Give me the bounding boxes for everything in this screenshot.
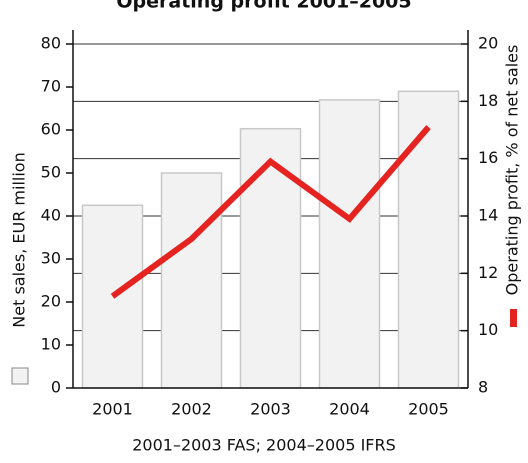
y-tick-label: 40 [41,206,61,225]
legend-swatch [510,309,517,327]
x-tick-label: 2003 [250,400,291,419]
y-tick-label: 80 [41,34,61,53]
y-tick-label: 30 [41,249,61,268]
bar [397,90,460,389]
y2-tick-label: 10 [478,320,498,339]
chart-title: Operating profit 2001–2005 [116,0,411,13]
legend-swatch [11,367,29,385]
bar [239,127,302,389]
y2-tick-label: 20 [478,34,498,53]
y2-tick-label: 8 [478,378,488,397]
x-tick-label: 2004 [329,400,370,419]
y-tick-label: 60 [41,120,61,139]
x-tick-label: 2005 [408,400,449,419]
y-tick-label: 20 [41,292,61,311]
bar [318,99,381,389]
y-axis-label: Net sales, EUR million [10,152,29,327]
bar [81,204,144,389]
y-tick-label: 50 [41,163,61,182]
y-tick-label: 70 [41,77,61,96]
footnote: 2001–2003 FAS; 2004–2005 IFRS [132,436,396,455]
line [110,125,431,299]
y-tick-label: 10 [41,335,61,354]
bar [160,172,223,389]
y2-tick-label: 16 [478,148,498,167]
y-tick-label: 0 [51,378,61,397]
y2-tick-label: 18 [478,91,498,110]
x-tick-label: 2001 [92,400,133,419]
y2-tick-label: 12 [478,263,498,282]
x-tick-label: 2002 [171,400,212,419]
y2-tick-label: 14 [478,206,498,225]
y2-axis-label: Operating profit, % of net sales [503,45,522,296]
